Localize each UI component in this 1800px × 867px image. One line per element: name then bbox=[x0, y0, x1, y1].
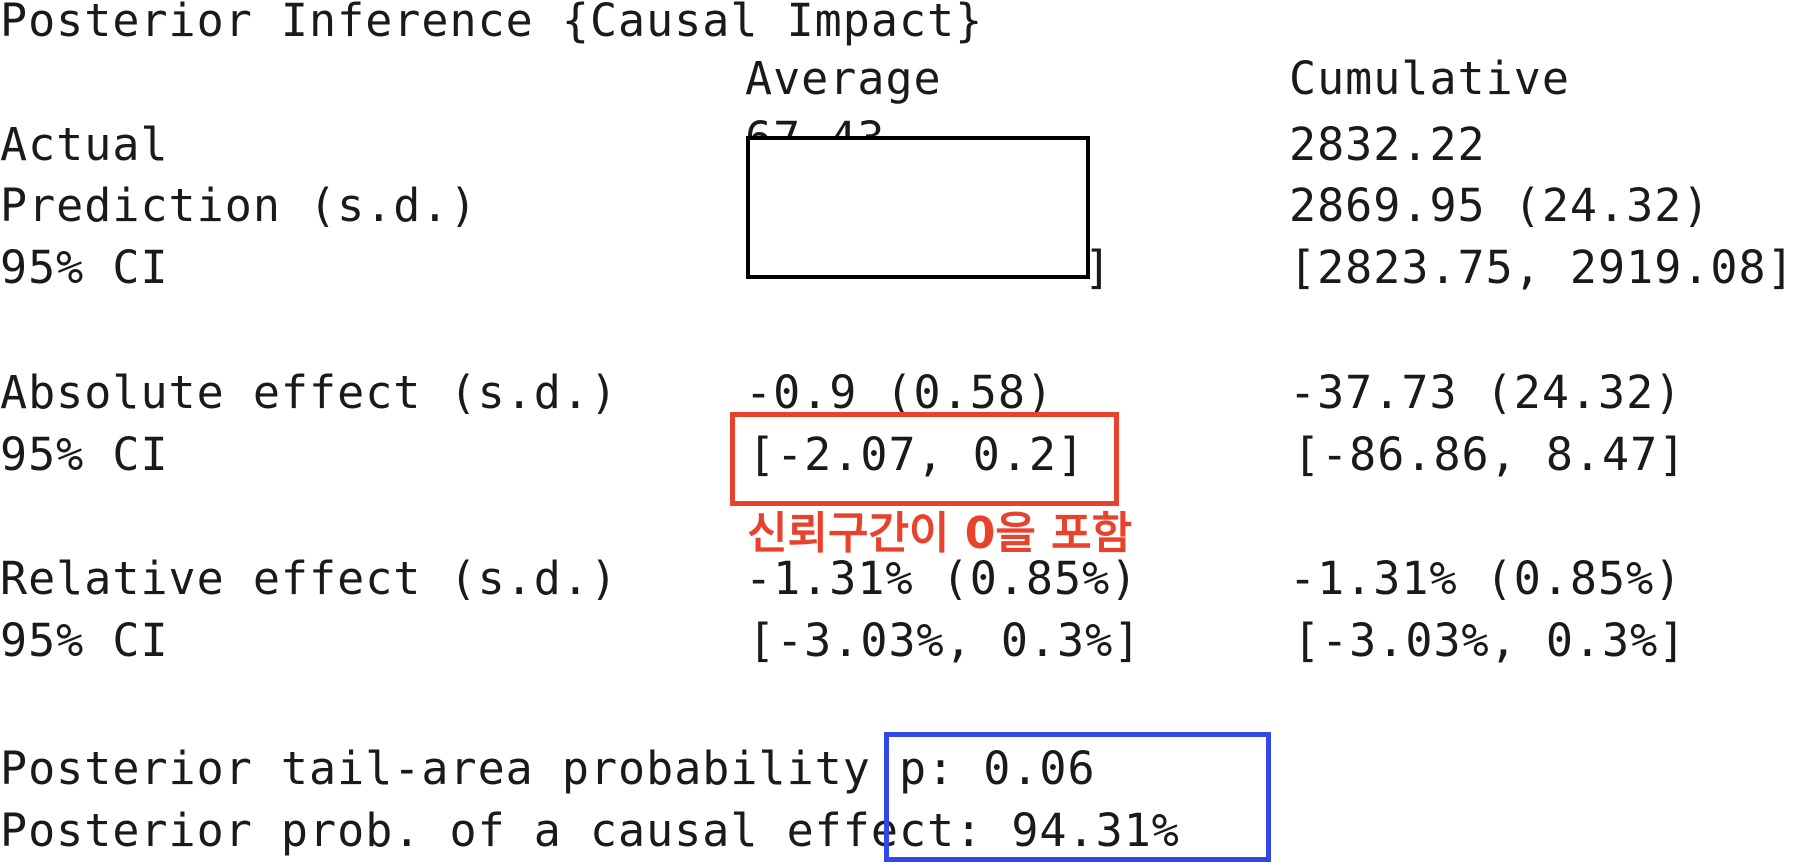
column-header-cumulative: Cumulative bbox=[1289, 52, 1570, 105]
relative-effect-cumulative-value: -1.31% (0.85%) bbox=[1289, 552, 1683, 605]
prediction-ci-cumulative-value: [2823.75, 2919.08] bbox=[1289, 241, 1795, 294]
absolute-effect-cumulative-value: -37.73 (24.32) bbox=[1289, 366, 1683, 419]
ci-highlight-box bbox=[730, 412, 1119, 506]
causal-effect-probability-line: Posterior prob. of a causal effect: 94.3… bbox=[0, 804, 1180, 857]
row-label-absolute-ci: 95% CI bbox=[0, 428, 169, 481]
probability-highlight-box bbox=[884, 732, 1271, 862]
absolute-ci-cumulative-value: [-86.86, 8.47] bbox=[1293, 428, 1687, 481]
row-label-relative-ci: 95% CI bbox=[0, 614, 169, 667]
actual-cumulative-value: 2832.22 bbox=[1289, 118, 1486, 171]
row-label-relative-effect: Relative effect (s.d.) bbox=[0, 552, 619, 605]
row-label-absolute-effect: Absolute effect (s.d.) bbox=[0, 366, 619, 419]
absolute-effect-average-value: -0.9 (0.58) bbox=[745, 366, 1055, 419]
tail-area-probability-line: Posterior tail-area probability p: 0.06 bbox=[0, 742, 1096, 795]
relative-ci-average-value: [-3.03%, 0.3%] bbox=[748, 614, 1142, 667]
report-title: Posterior Inference {Causal Impact} bbox=[0, 0, 984, 47]
ci-contains-zero-annotation: 신뢰구간이 0을 포함 bbox=[747, 508, 1133, 559]
relative-effect-average-value: -1.31% (0.85%) bbox=[745, 552, 1139, 605]
absolute-ci-average-value: [-2.07, 0.2] bbox=[748, 428, 1086, 481]
row-label-actual: Actual bbox=[0, 118, 169, 171]
row-label-prediction: Prediction (s.d.) bbox=[0, 179, 478, 232]
redaction-box bbox=[746, 136, 1090, 279]
relative-ci-cumulative-value: [-3.03%, 0.3%] bbox=[1293, 614, 1687, 667]
column-header-average: Average bbox=[745, 52, 942, 105]
row-label-prediction-ci: 95% CI bbox=[0, 241, 169, 294]
prediction-cumulative-value: 2869.95 (24.32) bbox=[1289, 179, 1711, 232]
